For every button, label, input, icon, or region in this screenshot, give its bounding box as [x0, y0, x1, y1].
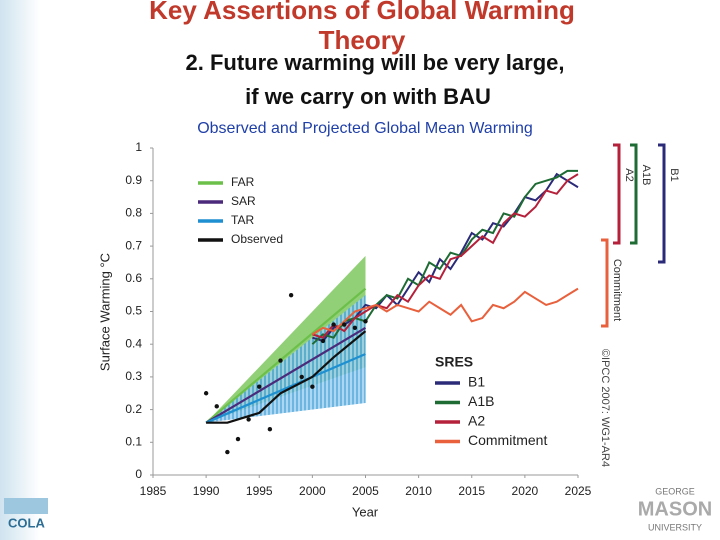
x-tick-label: 1990: [193, 484, 220, 498]
observed-point: [235, 436, 241, 442]
logo-text: UNIVERSITY: [648, 522, 702, 532]
y-tick-label: 0.2: [125, 402, 142, 416]
bracket: [601, 238, 609, 328]
legend-label: A2: [468, 413, 485, 429]
observed-point: [342, 322, 347, 327]
y-tick-label: 0.7: [125, 238, 142, 252]
logo-text: GEORGE: [655, 486, 695, 496]
x-tick-label: 2005: [352, 484, 379, 498]
y-tick-label: 0.8: [125, 206, 142, 220]
y-tick-label: 0.1: [125, 434, 142, 448]
observed-point: [214, 404, 219, 409]
x-axis-label: Year: [352, 504, 379, 519]
logo-text: COLA: [8, 515, 45, 530]
observed-point: [203, 391, 209, 396]
legend-label: B1: [468, 374, 485, 390]
slide-heading: Key Assertions of Global Warming: [149, 0, 575, 25]
slide-subheading: 2. Future warming will be very large,: [185, 50, 564, 75]
x-tick-label: 2000: [299, 484, 326, 498]
observed-point: [225, 449, 230, 455]
credit: ©IPCC 2007: WG1-AR4: [599, 349, 611, 467]
legend-label: FAR: [231, 175, 255, 189]
bracket: [613, 143, 621, 245]
legend-label: SAR: [231, 194, 256, 208]
bracket: [630, 143, 638, 245]
y-tick-label: 0: [135, 467, 142, 481]
x-tick-label: 2015: [458, 484, 485, 498]
observed-point: [310, 384, 315, 389]
bracket: [658, 143, 666, 264]
series-line: [312, 173, 579, 339]
x-tick-label: 1985: [140, 484, 167, 498]
chart-title: Observed and Projected Global Mean Warmi…: [197, 120, 533, 137]
observed-point: [246, 417, 251, 422]
legend-title: SRES: [435, 354, 473, 370]
logo-left: COLA: [4, 498, 48, 530]
series-line: [205, 287, 367, 424]
slide-edge: [0, 0, 40, 540]
observed-point: [267, 427, 273, 432]
legend-label: Observed: [231, 232, 283, 246]
series-line: [311, 169, 578, 345]
logo-mark: [4, 498, 48, 514]
observed-point: [257, 384, 262, 389]
legend-label: TAR: [231, 213, 254, 227]
y-tick-label: 0.6: [125, 271, 142, 285]
y-tick-label: 0.9: [125, 173, 142, 187]
x-tick-label: 2020: [512, 484, 539, 498]
slide-heading: Theory: [319, 25, 406, 55]
observed-point: [278, 358, 283, 363]
y-axis-label: Surface Warming °C: [97, 253, 112, 371]
x-tick-label: 2025: [565, 484, 592, 498]
x-tick-label: 2010: [405, 484, 432, 498]
logo-text: MASON: [638, 498, 712, 520]
bracket-label: Commitment: [611, 259, 623, 321]
series-line: [311, 287, 579, 336]
bracket-label: A1B: [640, 165, 652, 186]
legend-label: Commitment: [468, 432, 547, 448]
slide-subheading: if we carry on with BAU: [245, 84, 491, 109]
series-line: [205, 326, 367, 424]
y-tick-label: 0.5: [125, 304, 142, 318]
x-tick-label: 1995: [246, 484, 273, 498]
observed-point: [299, 374, 304, 380]
series-line: [205, 352, 366, 424]
bracket-label: A2: [623, 168, 635, 181]
observed-point: [288, 292, 294, 298]
observed-point: [363, 319, 368, 324]
y-tick-label: 1: [135, 140, 142, 154]
y-tick-label: 0.4: [125, 336, 142, 350]
observed-point: [331, 322, 336, 327]
observed-point: [320, 338, 326, 344]
legend-label: A1B: [468, 393, 494, 409]
observed-point: [352, 325, 358, 331]
bracket-label: B1: [668, 168, 680, 181]
y-tick-label: 0.3: [125, 369, 142, 383]
series-line: [206, 330, 367, 424]
range-band: [206, 295, 366, 423]
